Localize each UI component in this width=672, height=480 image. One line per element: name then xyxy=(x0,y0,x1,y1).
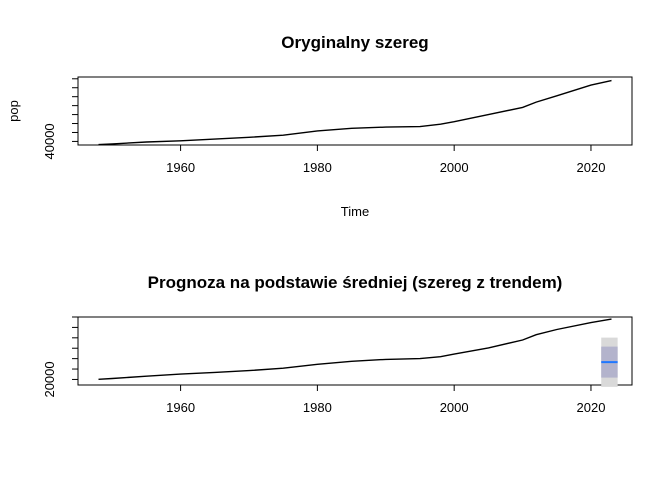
plot-frame xyxy=(77,76,633,146)
x-tick-label: 1960 xyxy=(166,160,195,175)
x-tick-label: 2000 xyxy=(440,160,469,175)
x-tick-label: 2000 xyxy=(440,400,469,415)
y-axis: 20000 xyxy=(42,316,78,398)
x-tick-label: 2020 xyxy=(577,400,606,415)
x-axis: 1960 1980 2000 2020 xyxy=(166,385,605,415)
x-tick-label: 1980 xyxy=(303,160,332,175)
x-tick-label: 1960 xyxy=(166,400,195,415)
series-layer xyxy=(98,79,612,146)
y-tick-label: 40000 xyxy=(42,123,57,159)
plot-frame xyxy=(77,316,633,386)
series-layer xyxy=(98,318,612,380)
x-tick-label: 2020 xyxy=(577,160,606,175)
panel-original-series: Oryginalny szereg 1960 1980 2000 2020 40000… xyxy=(6,33,633,219)
series-line xyxy=(98,318,612,380)
chart-title: Prognoza na podstawie średniej (szereg z… xyxy=(148,273,563,292)
x-tick-label: 1980 xyxy=(303,400,332,415)
y-axis-label: pop xyxy=(6,100,21,122)
series-line xyxy=(98,79,612,146)
panel-mean-forecast: Prognoza na podstawie średniej (szereg z… xyxy=(42,273,633,415)
y-axis: 40000 xyxy=(42,78,78,159)
forecast-layer xyxy=(601,337,618,387)
x-axis: 1960 1980 2000 2020 xyxy=(166,145,605,175)
y-tick-label: 20000 xyxy=(42,361,57,397)
x-axis-label: Time xyxy=(341,204,369,219)
chart-title: Oryginalny szereg xyxy=(281,33,428,52)
